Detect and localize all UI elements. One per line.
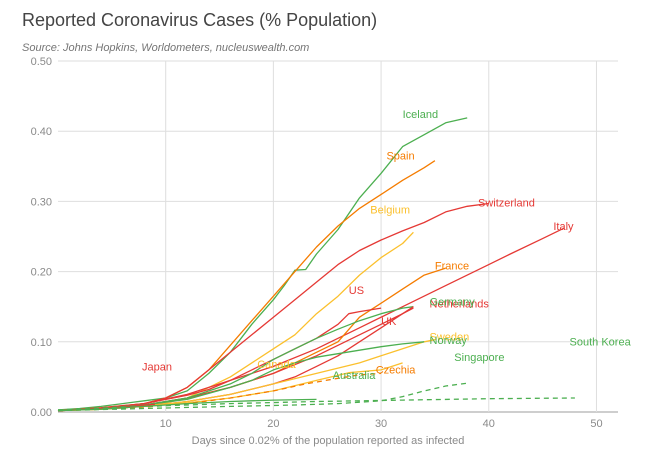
series-label-singapore: Singapore [454, 352, 504, 364]
series-label-canada: Canada [257, 359, 296, 371]
series-label-france: France [435, 260, 469, 272]
x-tick-label: 10 [160, 418, 172, 430]
chart-subtitle: Source: Johns Hopkins, Worldometers, nuc… [22, 42, 310, 54]
series-label-south-korea: South Korea [570, 336, 632, 348]
series-label-uk: UK [381, 316, 397, 328]
y-tick-label: 0.00 [31, 407, 52, 419]
series-label-norway: Norway [430, 335, 468, 347]
y-tick-label: 0.50 [31, 56, 52, 68]
y-tick-label: 0.10 [31, 337, 52, 349]
series-line-singapore [57, 382, 468, 412]
series-label-us: US [349, 285, 364, 297]
series-label-germany: Germany [430, 296, 476, 308]
y-tick-label: 0.30 [31, 196, 52, 208]
series-label-spain: Spain [386, 150, 414, 162]
series-label-netherlands: Netherlands [430, 298, 490, 310]
series-label-japan: Japan [142, 362, 172, 374]
series-label-belgium: Belgium [370, 204, 410, 216]
x-tick-label: 50 [590, 418, 602, 430]
grid [58, 60, 618, 413]
y-tick-label: 0.20 [31, 267, 52, 279]
series-labels: Iceland Spain Switzerland Belgium Italy Franc… [142, 109, 632, 382]
series-label-sweden: Sweden [430, 331, 470, 343]
axes: 0.00 0.10 0.20 0.30 0.40 0.50 10 20 30 40 50 Days s… [31, 56, 603, 447]
series-label-czechia: Czechia [376, 364, 417, 376]
series-line-switzerland [57, 202, 489, 412]
series-lines [57, 117, 575, 412]
series-line-australia [57, 398, 317, 412]
chart-title: Reported Coronavirus Cases (% Population… [22, 10, 378, 30]
x-tick-label: 40 [483, 418, 495, 430]
series-line-us [57, 307, 382, 412]
series-line-uk [57, 306, 414, 412]
x-tick-label: 30 [375, 418, 387, 430]
x-axis-label: Days since 0.02% of the population repor… [192, 435, 465, 447]
series-label-iceland: Iceland [403, 109, 438, 121]
series-label-australia: Australia [333, 370, 377, 382]
series-line-belgium [57, 231, 414, 412]
series-label-italy: Italy [553, 221, 574, 233]
y-tick-label: 0.40 [31, 126, 52, 138]
series-line-netherlands [57, 307, 414, 412]
series-label-switzerland: Switzerland [478, 197, 535, 209]
series-line-germany [57, 306, 414, 412]
x-tick-label: 20 [267, 418, 279, 430]
series-line-iceland [57, 117, 468, 411]
